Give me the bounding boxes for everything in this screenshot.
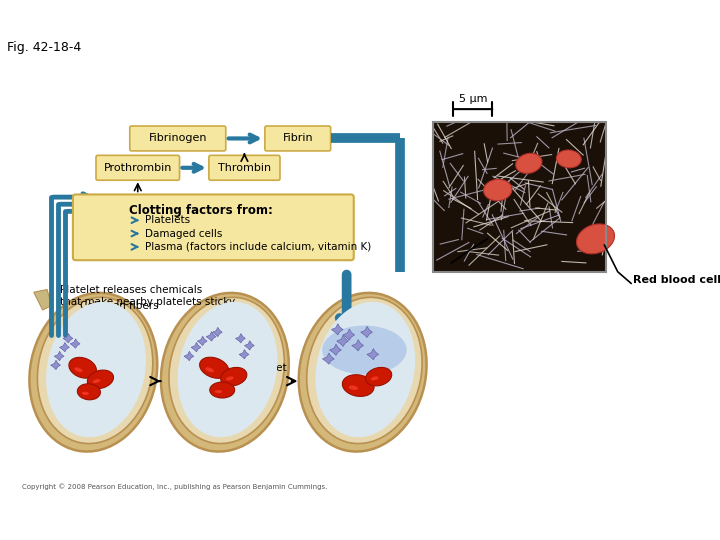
Ellipse shape bbox=[205, 367, 214, 372]
Ellipse shape bbox=[30, 293, 157, 451]
Text: 5 μm: 5 μm bbox=[459, 94, 487, 104]
Ellipse shape bbox=[215, 390, 222, 393]
Polygon shape bbox=[184, 352, 194, 361]
Ellipse shape bbox=[93, 379, 100, 383]
Polygon shape bbox=[54, 352, 64, 361]
FancyBboxPatch shape bbox=[96, 156, 179, 180]
Polygon shape bbox=[330, 344, 341, 355]
Ellipse shape bbox=[77, 384, 100, 400]
Text: Damaged cells: Damaged cells bbox=[145, 228, 222, 239]
Polygon shape bbox=[212, 327, 222, 336]
Bar bbox=[433, 123, 606, 272]
Ellipse shape bbox=[484, 179, 512, 201]
FancyBboxPatch shape bbox=[209, 156, 280, 180]
Ellipse shape bbox=[366, 367, 392, 386]
Polygon shape bbox=[191, 342, 201, 352]
Ellipse shape bbox=[348, 386, 358, 390]
Polygon shape bbox=[63, 334, 73, 343]
Text: Plasma (factors include calcium, vitamin K): Plasma (factors include calcium, vitamin… bbox=[145, 242, 371, 252]
Text: Thrombin: Thrombin bbox=[218, 163, 271, 173]
Polygon shape bbox=[60, 342, 69, 352]
Polygon shape bbox=[244, 341, 254, 350]
Ellipse shape bbox=[557, 150, 581, 168]
Polygon shape bbox=[367, 349, 379, 360]
Text: Platelet
plug: Platelet plug bbox=[212, 351, 287, 385]
Ellipse shape bbox=[178, 302, 277, 437]
Ellipse shape bbox=[169, 298, 284, 443]
Ellipse shape bbox=[577, 224, 615, 254]
Bar bbox=[433, 123, 606, 272]
Ellipse shape bbox=[74, 367, 83, 372]
Text: Collagen fibers: Collagen fibers bbox=[62, 301, 158, 346]
Ellipse shape bbox=[82, 392, 89, 395]
Text: Fibrinogen: Fibrinogen bbox=[148, 133, 207, 144]
Polygon shape bbox=[331, 323, 343, 335]
Polygon shape bbox=[337, 335, 348, 347]
Text: Fig. 42-18-4: Fig. 42-18-4 bbox=[7, 40, 81, 53]
Ellipse shape bbox=[226, 376, 234, 381]
Polygon shape bbox=[323, 353, 334, 364]
Polygon shape bbox=[71, 339, 80, 348]
Ellipse shape bbox=[37, 298, 153, 443]
Ellipse shape bbox=[323, 326, 407, 374]
Ellipse shape bbox=[516, 153, 542, 173]
Polygon shape bbox=[352, 340, 364, 351]
Polygon shape bbox=[197, 336, 207, 346]
Ellipse shape bbox=[69, 357, 96, 378]
Text: Copyright © 2008 Pearson Education, Inc., publishing as Pearson Benjamin Cumming: Copyright © 2008 Pearson Education, Inc.… bbox=[22, 484, 328, 490]
Polygon shape bbox=[50, 360, 60, 369]
FancyBboxPatch shape bbox=[265, 126, 330, 151]
Ellipse shape bbox=[46, 302, 146, 437]
Polygon shape bbox=[34, 289, 52, 310]
FancyBboxPatch shape bbox=[130, 126, 226, 151]
Ellipse shape bbox=[210, 382, 235, 398]
Text: Fibrin clot: Fibrin clot bbox=[436, 253, 499, 263]
Text: Platelets: Platelets bbox=[145, 215, 190, 225]
Ellipse shape bbox=[221, 367, 247, 386]
Text: Fibrin: Fibrin bbox=[282, 133, 313, 144]
Text: Platelet releases chemicals
that make nearby platelets sticky: Platelet releases chemicals that make ne… bbox=[60, 285, 235, 307]
Polygon shape bbox=[343, 329, 355, 340]
Polygon shape bbox=[361, 326, 372, 338]
Ellipse shape bbox=[342, 375, 374, 396]
Text: Red blood cell: Red blood cell bbox=[633, 275, 720, 285]
Ellipse shape bbox=[161, 293, 289, 451]
Ellipse shape bbox=[299, 293, 426, 451]
Text: Clotting factors from:: Clotting factors from: bbox=[129, 204, 273, 217]
Ellipse shape bbox=[371, 376, 379, 381]
Ellipse shape bbox=[315, 302, 415, 437]
Polygon shape bbox=[206, 332, 216, 341]
Polygon shape bbox=[239, 349, 249, 359]
FancyBboxPatch shape bbox=[73, 194, 354, 260]
Ellipse shape bbox=[307, 298, 422, 443]
Polygon shape bbox=[235, 334, 246, 343]
Text: Prothrombin: Prothrombin bbox=[104, 163, 172, 173]
Ellipse shape bbox=[199, 357, 229, 379]
Ellipse shape bbox=[87, 370, 114, 389]
